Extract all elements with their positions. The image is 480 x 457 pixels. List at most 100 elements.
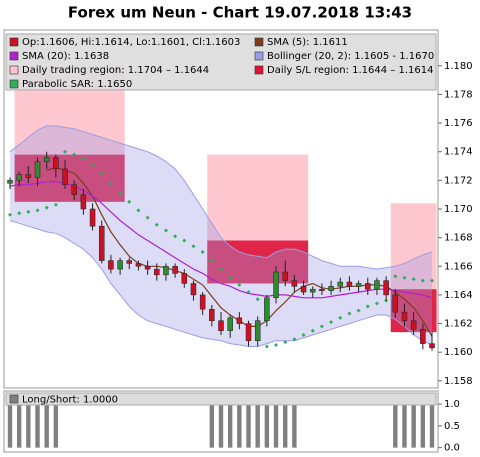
y-tick-label: 1.180 [444, 61, 473, 72]
sar-dot [365, 304, 370, 309]
candle-body [209, 308, 215, 321]
y-tick-label: 1.166 [444, 261, 473, 272]
y-tick-label: 0.5 [444, 421, 460, 432]
bar [218, 404, 224, 448]
sar-dot [283, 340, 288, 345]
candle-body [245, 323, 252, 341]
candle-body [309, 288, 316, 293]
candle-body [135, 263, 142, 267]
legend-box [5, 392, 437, 406]
y-tick-label: 1.168 [444, 233, 473, 244]
bar [429, 404, 435, 448]
sar-dot [329, 320, 334, 325]
bar [402, 404, 407, 448]
y-tick-label: 1.164 [444, 290, 473, 301]
candle-body [126, 260, 133, 264]
bar [420, 404, 426, 448]
legend-swatch [9, 394, 19, 404]
sar-dot [145, 215, 150, 220]
sar-dot [393, 274, 398, 279]
sar-dot [81, 156, 86, 161]
legend-swatch [9, 51, 19, 61]
legend-box [5, 33, 437, 91]
y-tick-label: 1.176 [444, 118, 473, 129]
candle-body [254, 320, 261, 341]
sar-dot [310, 328, 315, 333]
sar-dot [72, 152, 77, 157]
bar [26, 404, 31, 448]
sar-dot [301, 333, 306, 338]
sar-dot [26, 209, 31, 214]
candle-body [144, 266, 151, 270]
bar [246, 404, 251, 448]
legend-label: Op:1.1606, Hi:1.1614, Lo:1.1601, Cl:1.16… [22, 37, 240, 48]
bar [16, 404, 22, 448]
y-tick-label: 1.158 [444, 376, 473, 387]
y-tick-label: 1.162 [444, 319, 473, 330]
bar [393, 404, 398, 448]
bar [53, 404, 59, 448]
sar-dot [136, 208, 141, 213]
candle-body [7, 180, 13, 184]
sar-dot [255, 297, 260, 302]
candle-body [300, 286, 307, 293]
candle-body [190, 283, 197, 296]
candle-body [401, 311, 408, 321]
candle-body [163, 266, 169, 276]
candle-body [25, 174, 32, 178]
bar [292, 404, 297, 448]
legend-label: Parabolic SAR: 1.1650 [22, 79, 132, 90]
candle-body [420, 329, 426, 344]
sar-dot [319, 324, 324, 329]
sar-dot [127, 199, 132, 204]
candle-body [282, 271, 288, 281]
sar-dot [356, 308, 361, 313]
region [14, 154, 125, 202]
sar-dot [338, 315, 343, 320]
sar-dot [90, 162, 95, 167]
candle-body [218, 320, 224, 331]
bar [255, 404, 260, 448]
y-tick-label: 1.160 [444, 347, 473, 358]
sar-dot [219, 267, 223, 272]
legend-label: Daily S/L region: 1.1644 – 1.1614 [267, 65, 433, 76]
bar [273, 404, 279, 448]
candle-body [374, 280, 380, 290]
bar [264, 404, 270, 448]
legend-label: SMA (5): 1.1611 [267, 37, 348, 48]
candle-body [383, 280, 389, 296]
sar-dot [264, 344, 269, 349]
sar-dot [63, 149, 68, 154]
legend-swatch [9, 65, 19, 75]
candle-body [181, 273, 188, 284]
bar [227, 404, 233, 448]
bar [35, 404, 40, 448]
sar-dot [53, 202, 58, 207]
legend-swatch [9, 79, 19, 89]
sar-dot [17, 211, 22, 216]
candle-body [355, 283, 362, 287]
chart-title: Forex um Neun - Chart 19.07.2018 13:43 [68, 4, 412, 22]
y-tick-label: 1.0 [444, 399, 460, 410]
sar-dot [237, 282, 242, 287]
candle-body [337, 281, 344, 287]
y-tick-label: 0.0 [444, 443, 460, 454]
sar-dot [347, 311, 352, 316]
sar-dot [99, 171, 104, 176]
sar-dot [8, 212, 12, 217]
candle-body [264, 297, 270, 321]
sar-dot [173, 234, 178, 239]
y-tick-label: 1.174 [444, 147, 473, 158]
sar-dot [292, 337, 297, 342]
sar-dot [209, 258, 214, 263]
candle-body [80, 194, 87, 210]
region [390, 203, 437, 290]
candle-body [34, 161, 41, 178]
candle-body [117, 260, 123, 270]
candle-body [319, 288, 325, 291]
candle-body [154, 268, 160, 276]
bollinger-upper [9, 125, 433, 270]
sar-dot [44, 205, 49, 210]
